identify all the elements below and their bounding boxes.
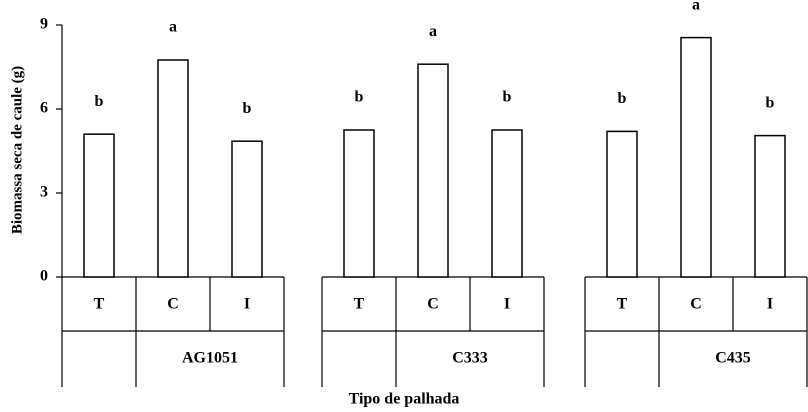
x-tick-label: C [167,296,179,313]
bar [491,129,523,278]
y-tick-label: 9 [40,16,48,33]
bar [417,63,449,278]
annotation: b [766,94,775,111]
annotation: a [692,0,700,13]
y-tick-label: 3 [40,184,48,201]
annotation: b [503,89,512,106]
bar [231,140,263,278]
x-tick-label: I [244,296,250,313]
x-tick-label: T [617,296,628,313]
annotation: b [355,89,364,106]
bar [606,130,638,278]
annotation: b [95,93,104,110]
bar [157,59,189,278]
x-tick-label: C [690,296,702,313]
bar [680,36,712,278]
group-label: AG1051 [182,350,238,367]
group-label: C435 [715,350,751,367]
bar [754,134,786,278]
y-tick-label: 0 [40,268,48,285]
x-tick-label: I [767,296,773,313]
bar [343,129,375,278]
x-axis-label: Tipo de palhada [349,391,460,408]
annotation: b [618,90,627,107]
x-tick-label: T [94,296,105,313]
annotation: b [243,100,252,117]
annotation: a [429,23,437,40]
y-tick-label: 6 [40,100,48,117]
annotation: a [169,19,177,36]
y-axis-label: Biomassa seca de caule (g) [9,66,25,234]
x-tick-label: C [427,296,439,313]
group-label: C333 [452,350,488,367]
bar [83,133,115,278]
x-tick-label: T [354,296,365,313]
x-tick-label: I [504,296,510,313]
